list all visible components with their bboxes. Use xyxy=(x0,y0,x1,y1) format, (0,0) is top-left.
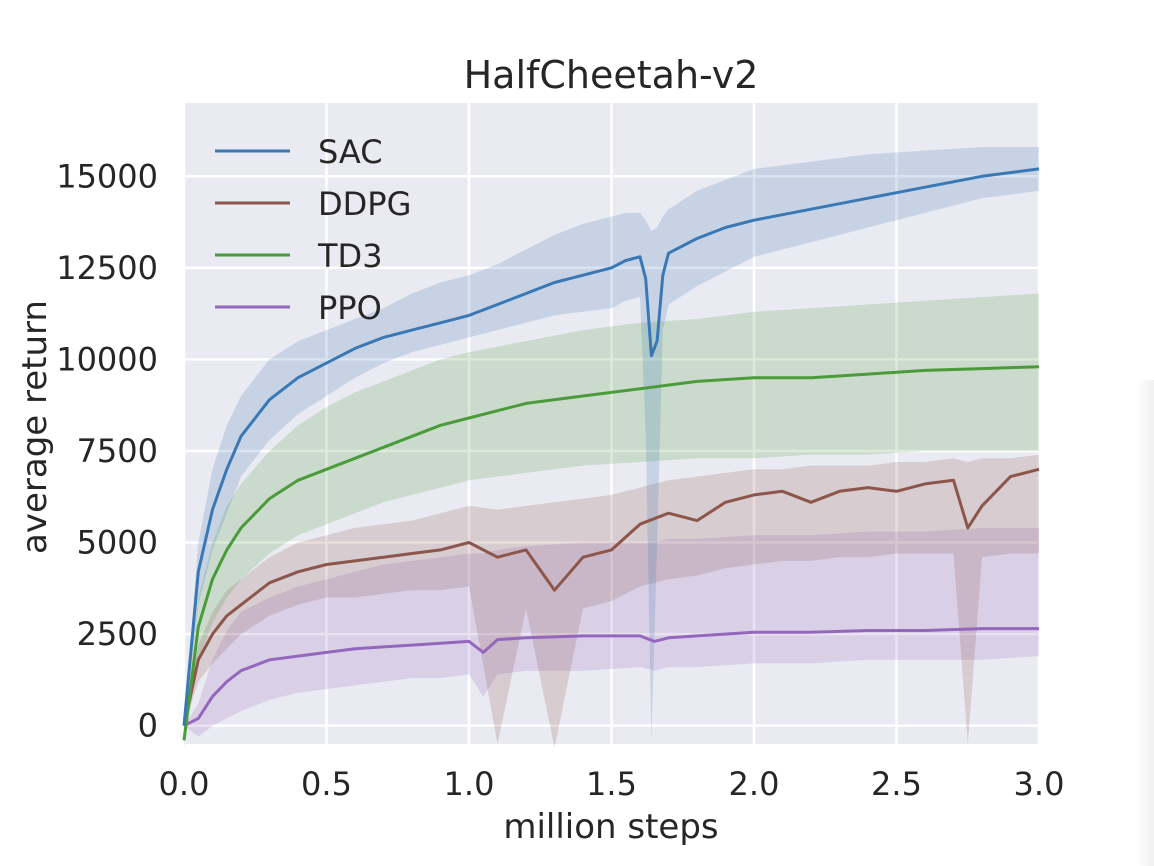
x-axis-ticks: 0.0 0.5 1.0 1.5 2.0 2.5 3.0 xyxy=(159,765,1065,803)
legend: SAC DDPG TD3 PPO xyxy=(215,133,411,327)
legend-label-sac: SAC xyxy=(318,133,383,171)
grid xyxy=(182,103,1041,744)
x-axis-label: million steps xyxy=(503,807,718,847)
legend-label-ppo: PPO xyxy=(318,289,382,327)
y-tick-label: 5000 xyxy=(77,524,158,562)
y-tick-label: 7500 xyxy=(77,432,158,470)
chart-title: HalfCheetah-v2 xyxy=(464,53,759,97)
y-axis-ticks: 0 2500 5000 7500 10000 12500 15000 xyxy=(56,157,158,744)
y-tick-label: 12500 xyxy=(56,249,158,287)
x-tick-label: 0.5 xyxy=(301,765,352,803)
x-tick-label: 3.0 xyxy=(1014,765,1065,803)
x-tick-label: 1.0 xyxy=(444,765,495,803)
x-tick-label: 0.0 xyxy=(159,765,210,803)
line-sac xyxy=(182,167,1040,726)
y-axis-label: average return xyxy=(15,300,55,554)
y-tick-label: 2500 xyxy=(77,615,158,653)
y-tick-label: 15000 xyxy=(56,157,158,195)
line-td3 xyxy=(182,365,1040,741)
confidence-bands xyxy=(184,147,1039,748)
legend-label-ddpg: DDPG xyxy=(318,185,411,223)
edge-shadow xyxy=(1136,380,1154,866)
y-tick-label: 10000 xyxy=(56,340,158,378)
y-tick-label: 0 xyxy=(138,707,158,745)
line-ddpg xyxy=(182,467,1040,727)
x-tick-label: 2.5 xyxy=(871,765,922,803)
band-td3 xyxy=(184,293,1039,748)
band-ppo xyxy=(184,527,1039,737)
series-lines xyxy=(182,167,1040,741)
band-ddpg xyxy=(184,454,1039,748)
x-tick-label: 1.5 xyxy=(586,765,637,803)
x-tick-label: 2.0 xyxy=(729,765,780,803)
legend-label-td3: TD3 xyxy=(317,237,383,275)
line-ppo xyxy=(183,627,1039,728)
band-sac xyxy=(184,147,1039,741)
